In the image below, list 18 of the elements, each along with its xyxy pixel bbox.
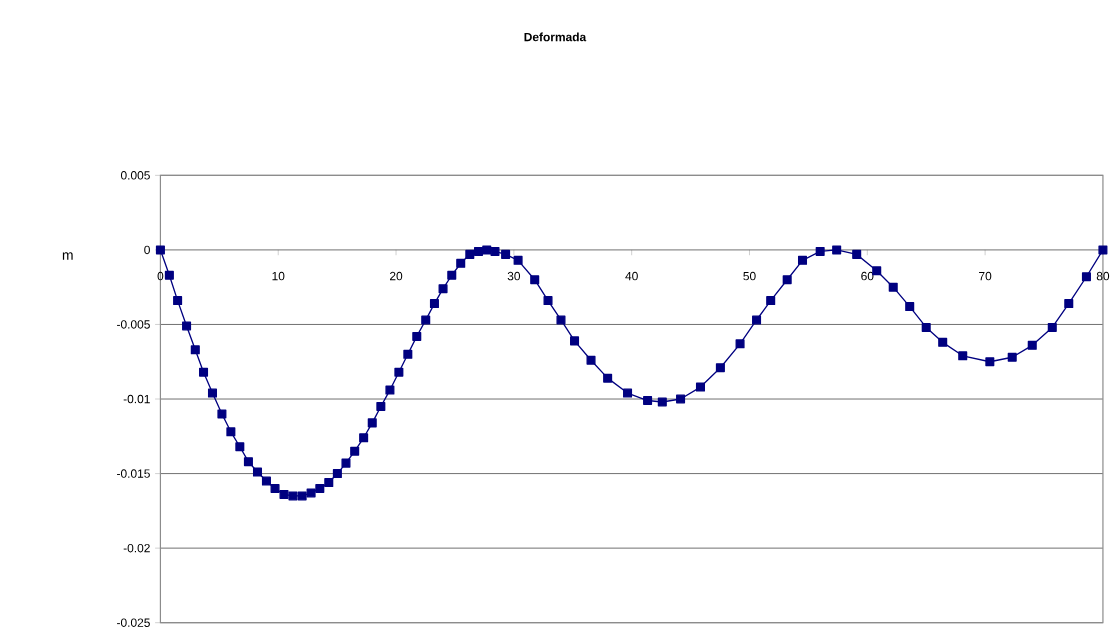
chart-title: Deformada [524,32,587,42]
x-tick-label: 20 [390,272,403,281]
x-tick-label: 70 [979,272,992,281]
x-tick-label: 50 [743,272,756,281]
y-axis-title: m [62,252,73,260]
y-tick-label: -0.01 [123,394,150,404]
y-tick-label: 0 [144,245,150,255]
y-tick-label: -0.025 [117,618,150,628]
x-tick-label: 30 [507,272,521,281]
y-tick-label: -0.005 [117,320,150,329]
y-tick-label: -0.02 [123,544,150,553]
x-tick-label: 60 [861,272,874,281]
x-tick-label: 80 [1096,272,1110,281]
x-tick-label: 0 [157,272,164,281]
x-tick-label: 10 [272,272,285,281]
y-tick-label: 0.005 [120,171,150,180]
x-tick-label: 40 [625,272,638,281]
y-tick-label: -0.015 [117,469,150,478]
